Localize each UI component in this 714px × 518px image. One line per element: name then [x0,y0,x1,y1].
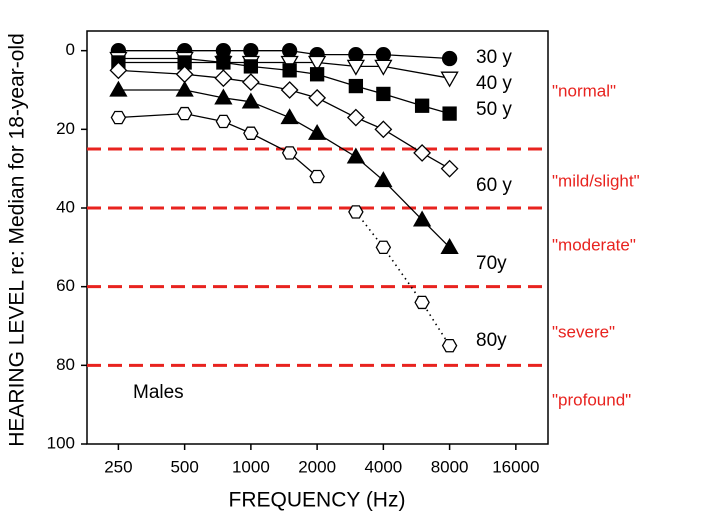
point [346,147,365,164]
series-line [118,89,451,248]
point [348,46,364,63]
point [309,67,325,82]
series-label: 50 y [476,99,512,120]
point [281,43,298,59]
point [243,126,259,140]
severity-label: "mild/slight" [552,171,640,190]
point [307,123,327,140]
series-label: 70y [476,253,507,274]
x-tick-label: 4000 [364,457,402,476]
point [110,110,127,125]
point [414,295,430,310]
point [374,120,393,139]
point [346,108,365,127]
x-tick-label: 16000 [492,457,539,476]
point [280,108,299,125]
point [414,98,430,113]
point [375,240,392,255]
y-tick-label: 80 [56,355,75,374]
point [243,59,259,74]
severity-label: "profound" [552,390,631,409]
series-line [118,69,450,170]
point [346,59,365,76]
point [412,210,432,227]
y-tick-label: 100 [47,433,75,452]
point [307,55,327,72]
point [375,46,392,63]
point [440,238,459,254]
series-label: 80y [476,330,507,351]
y-axis-title: HEARING LEVEL re: Median for 18-year-old [6,33,29,447]
severity-label: "severe" [552,322,615,341]
y-tick-label: 0 [66,40,75,59]
series-label: 30 y [476,47,512,68]
severity-label: "normal" [552,81,616,100]
point [282,63,297,78]
point [441,50,458,67]
series-label: 40 y [476,73,512,94]
x-tick-label: 2000 [298,457,336,476]
severity-label: "moderate" [552,235,636,254]
point [280,81,299,99]
point [441,338,458,353]
point [440,159,459,178]
point [281,146,298,160]
series-line [118,61,450,115]
point [214,88,233,105]
point [215,114,232,129]
x-tick-label: 8000 [431,457,469,476]
point [214,69,233,88]
point [442,106,457,121]
point [176,106,193,121]
point [241,73,260,92]
x-tick-label: 500 [170,457,198,476]
y-tick-label: 40 [56,197,75,216]
annotation: Males [133,382,184,403]
point [413,144,432,162]
y-tick-label: 60 [56,276,75,295]
point [309,169,325,184]
x-axis-title: FREQUENCY (Hz) [229,489,406,512]
point [376,86,391,102]
point [175,80,194,97]
point [109,61,128,80]
point [374,171,393,188]
y-tick-label: 20 [56,119,75,138]
x-tick-label: 250 [104,457,132,476]
point [109,80,128,97]
point [243,43,259,59]
point [308,88,327,107]
series-label: 60 y [476,175,512,196]
point [348,78,364,94]
point [374,59,393,76]
point [348,205,364,219]
x-tick-label: 1000 [232,457,270,476]
series-line [355,211,451,347]
point [216,55,231,70]
point [241,92,260,109]
point [440,71,459,88]
